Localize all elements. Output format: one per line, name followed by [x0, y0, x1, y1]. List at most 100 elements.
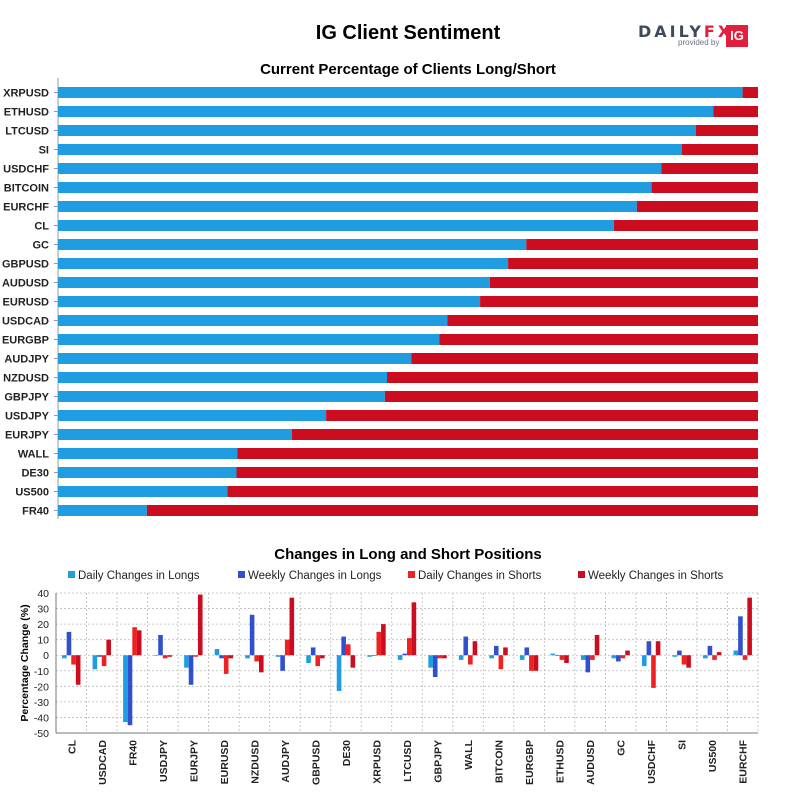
change-bar: [616, 655, 621, 662]
change-bar: [738, 616, 743, 656]
long-bar: [58, 429, 292, 440]
change-bar: [611, 655, 617, 659]
short-bar: [613, 220, 758, 231]
long-bar: [58, 372, 387, 383]
category-label: SI: [39, 145, 49, 157]
long-bar: [58, 182, 652, 193]
change-bar: [71, 655, 76, 665]
x-category-label: EURUSD: [219, 740, 231, 785]
change-bar: [524, 647, 530, 656]
change-bar: [315, 655, 321, 667]
category-label: DE30: [21, 468, 49, 480]
x-category-label: USDCAD: [97, 740, 109, 785]
change-bar: [245, 655, 250, 659]
brand-word-b: FX: [703, 22, 734, 41]
long-bar: [58, 334, 440, 345]
short-bar: [384, 391, 758, 402]
change-bar: [590, 655, 595, 660]
change-bar: [519, 655, 525, 660]
category-label: ETHUSD: [4, 107, 49, 119]
long-bar: [58, 87, 743, 98]
change-bar: [468, 655, 473, 665]
sentiment-chart-title: Current Percentage of Clients Long/Short: [260, 61, 556, 78]
short-bar: [742, 87, 758, 98]
change-bar: [585, 655, 591, 673]
legend-label: Daily Changes in Longs: [78, 570, 200, 582]
change-bar: [550, 653, 556, 656]
change-bar: [493, 645, 499, 656]
change-bar: [437, 655, 443, 659]
change-bar: [376, 631, 382, 656]
x-category-label: GC: [616, 740, 628, 756]
y-tick-label: -50: [34, 728, 49, 740]
change-bar: [254, 655, 259, 662]
short-bar: [681, 144, 758, 155]
page-title: IG Client Sentiment: [315, 22, 501, 44]
short-bar: [236, 467, 758, 478]
change-bar: [651, 655, 656, 688]
change-bar: [101, 655, 107, 667]
change-bar: [428, 655, 433, 668]
x-category-label: CL: [66, 739, 78, 754]
brand-word-a: DAILY: [638, 22, 704, 41]
change-bar: [66, 631, 72, 656]
category-label: LTCUSD: [5, 126, 49, 138]
x-category-label: BITCOIN: [494, 740, 506, 783]
change-bar: [641, 655, 647, 667]
change-bar: [350, 655, 356, 668]
category-label: EURCHF: [3, 202, 49, 214]
long-bar: [58, 505, 147, 516]
short-bar: [291, 429, 758, 440]
long-bar: [58, 486, 228, 497]
category-label: NZDUSD: [3, 373, 49, 385]
change-bar: [97, 655, 102, 657]
x-category-label: USDCHF: [646, 739, 658, 783]
change-bar: [381, 624, 386, 656]
category-label: WALL: [18, 449, 49, 461]
x-category-label: EURGBP: [524, 740, 536, 785]
short-bar: [146, 505, 758, 516]
short-bar: [508, 258, 758, 269]
x-category-label: FR40: [127, 740, 139, 766]
short-bar: [439, 334, 758, 345]
change-bar: [336, 655, 342, 691]
change-bar: [594, 635, 600, 656]
change-bar: [275, 655, 281, 657]
long-bar: [58, 220, 614, 231]
change-bar: [580, 655, 586, 660]
change-bar: [106, 639, 111, 656]
change-bar: [472, 641, 478, 656]
x-category-label: WALL: [463, 739, 475, 769]
legend-label: Daily Changes in Shorts: [418, 570, 542, 582]
x-category-label: SI: [677, 740, 689, 750]
short-bar: [237, 448, 758, 459]
long-bar: [58, 353, 412, 364]
long-bar: [58, 391, 385, 402]
change-bar: [289, 597, 295, 656]
legend-swatch: [408, 571, 415, 578]
y-tick-label: -40: [34, 712, 49, 724]
short-bar: [651, 182, 758, 193]
change-bar: [75, 655, 81, 685]
short-bar: [526, 239, 758, 250]
change-bar: [625, 650, 630, 656]
legend-swatch: [68, 571, 75, 578]
x-category-label: US500: [707, 740, 719, 772]
change-bar: [162, 655, 168, 659]
x-category-label: USDJPY: [158, 740, 170, 782]
x-category-label: LTCUSD: [402, 740, 414, 782]
change-bar: [92, 655, 98, 670]
brand-subtitle: provided by: [678, 38, 720, 47]
category-label: EURUSD: [3, 297, 50, 309]
dailyfx-ig-logo: DAILYFX provided by IG: [638, 20, 750, 52]
x-category-label: GBPUSD: [310, 740, 322, 785]
category-label: AUDJPY: [4, 354, 49, 366]
change-bar: [411, 602, 417, 656]
change-bar: [458, 655, 464, 660]
change-bar: [620, 655, 626, 659]
short-bar: [636, 201, 758, 212]
category-label: EURJPY: [5, 430, 50, 442]
short-bar: [326, 410, 758, 421]
category-label: USDJPY: [5, 411, 50, 423]
